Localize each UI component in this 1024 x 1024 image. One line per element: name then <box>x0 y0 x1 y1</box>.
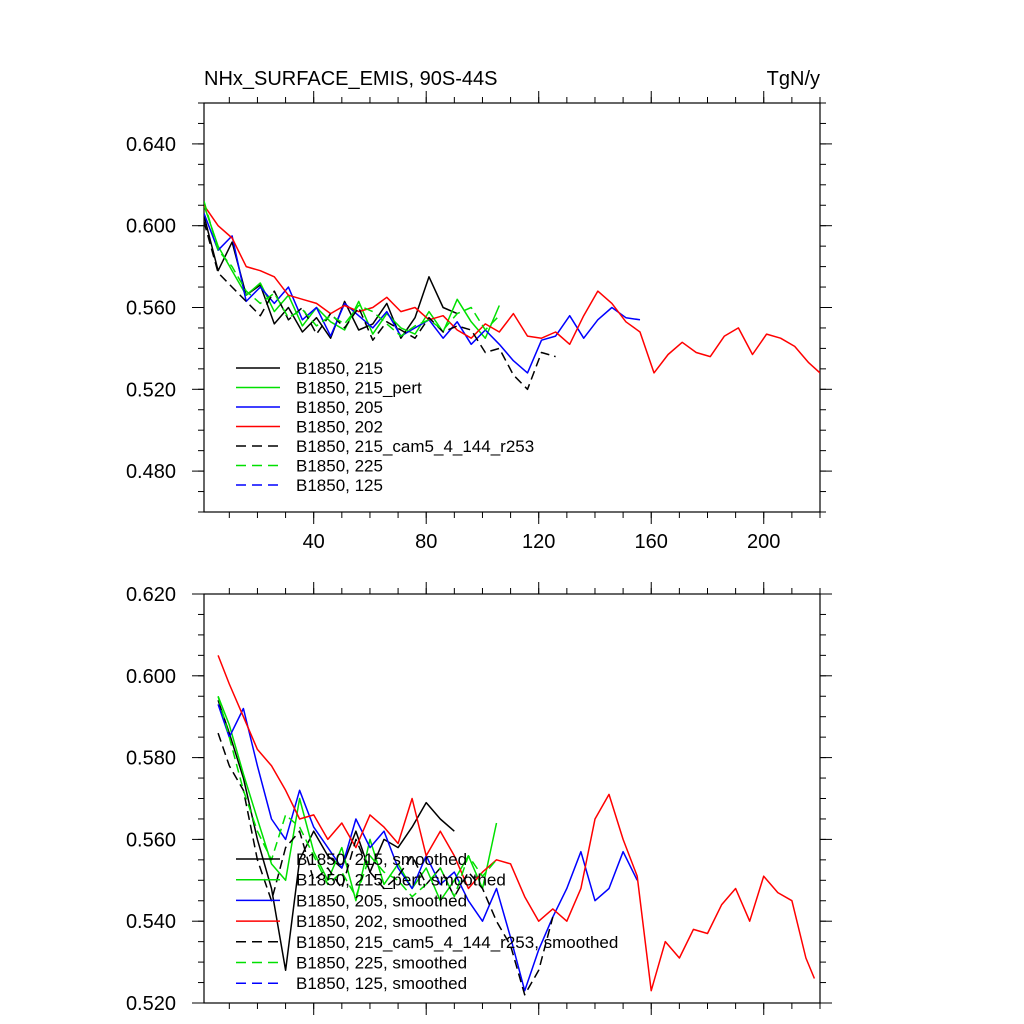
chart-units: TgN/y <box>767 68 820 90</box>
panel-bottom: 0.520 0.540 0.560 0.580 0.600 0.620 B1850, 215… <box>126 582 832 1015</box>
x-tick-label: 200 <box>747 531 780 553</box>
y-tick-label: 0.560 <box>126 829 176 851</box>
legend-label: B1850, 215, smoothed <box>296 850 467 869</box>
legend-label: B1850, 205 <box>296 398 383 417</box>
legend-label: B1850, 125 <box>296 476 383 495</box>
legend-label: B1850, 215_pert <box>296 379 422 398</box>
y-tick-label: 0.580 <box>126 748 176 770</box>
y-tick-label: 0.520 <box>126 379 176 401</box>
y-tick-label: 0.600 <box>126 216 176 238</box>
series-line <box>204 221 556 391</box>
series-line <box>204 205 500 339</box>
series-line <box>204 213 641 374</box>
legend-label: B1850, 225, smoothed <box>296 954 467 973</box>
y-tick-label: 0.620 <box>126 584 176 606</box>
x-tick-label: 80 <box>415 531 437 553</box>
series-line <box>217 700 455 972</box>
legend-label: B1850, 202 <box>296 418 383 437</box>
legend-label: B1850, 125, smoothed <box>296 974 467 993</box>
y-tick-label: 0.560 <box>126 298 176 320</box>
legend-label: B1850, 215_pert, smoothed <box>296 871 506 890</box>
legend-label: B1850, 205, smoothed <box>296 891 467 910</box>
legend-label: B1850, 202, smoothed <box>296 912 467 931</box>
y-tick-label: 0.480 <box>126 461 176 483</box>
series-group <box>204 200 820 391</box>
legend-label: B1850, 215 <box>296 359 383 378</box>
series-line <box>204 215 458 339</box>
x-tick-label: 120 <box>522 531 555 553</box>
chart-title: NHx_SURFACE_EMIS, 90S-44S <box>204 68 497 90</box>
x-tick-label: 160 <box>635 531 668 553</box>
series-line <box>217 655 816 992</box>
y-tick-label: 0.520 <box>126 993 176 1015</box>
y-tick-label: 0.640 <box>126 134 176 156</box>
x-tick-label: 40 <box>303 531 325 553</box>
legend-label: B1850, 225 <box>296 457 383 476</box>
y-tick-label: 0.540 <box>126 911 176 933</box>
legend-label: B1850, 215_cam5_4_144_r253, smoothed <box>296 933 618 952</box>
series-line <box>204 204 820 374</box>
panel-top: 0.480 0.520 0.560 0.600 0.640 40 80 120 160 200 NH… <box>126 68 832 553</box>
y-tick-label: 0.600 <box>126 666 176 688</box>
legend-label: B1850, 215_cam5_4_144_r253 <box>296 437 534 456</box>
